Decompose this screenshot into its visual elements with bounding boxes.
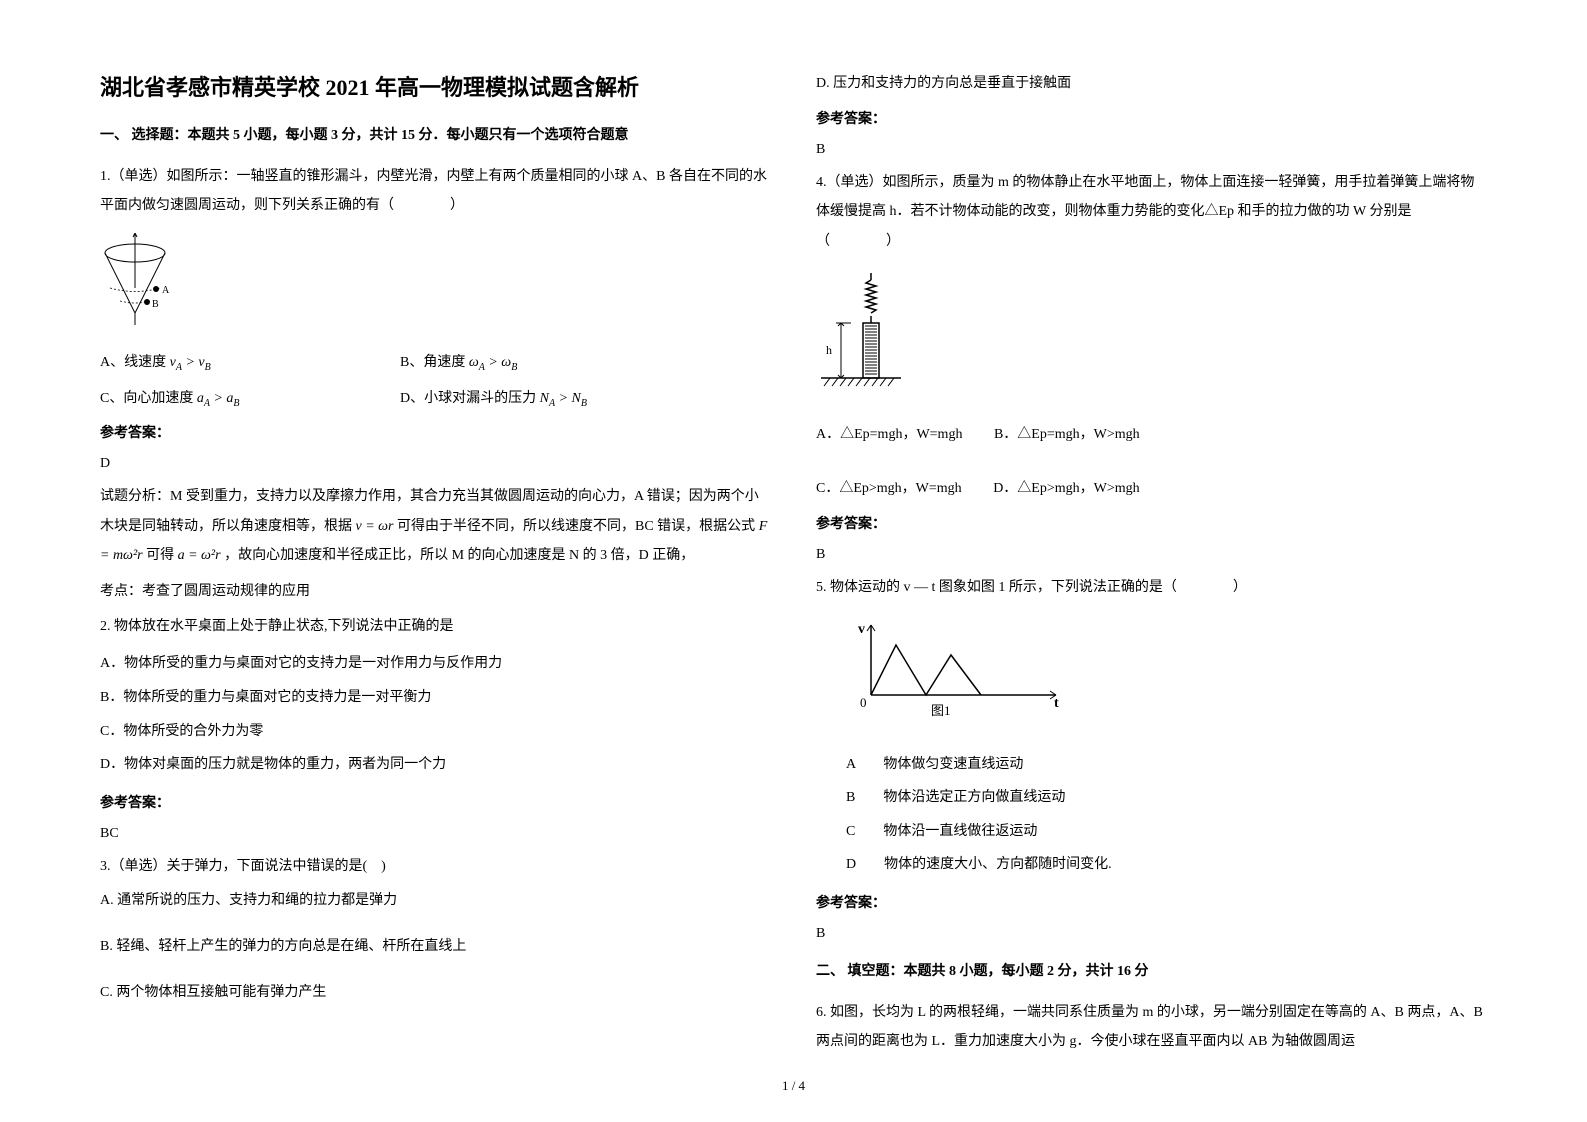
- q1-optB-pre: B、角速度: [400, 355, 465, 370]
- q3-optD: D. 压力和支持力的方向总是垂直于接触面: [816, 70, 1487, 98]
- q1-optD-subB: B: [581, 397, 587, 408]
- q4-figure-spring: h: [816, 268, 1487, 403]
- q4-optD: D．△Ep>mgh，W>mgh: [993, 481, 1139, 496]
- q2-stem: 2. 物体放在水平桌面上处于静止状态,下列说法中正确的是: [100, 612, 771, 641]
- q1-options-row2: C、向心加速度 aA > aB D、小球对漏斗的压力 NA > NB: [100, 387, 771, 409]
- q1-optC-subB: B: [233, 397, 239, 408]
- q4-answer: B: [816, 547, 1487, 563]
- q1-optC-pre: C、向心加速度: [100, 391, 193, 406]
- q1-optB-gt: >: [485, 355, 501, 370]
- q5-axis-t: t: [1054, 696, 1059, 711]
- q2-optD: D．物体对桌面的压力就是物体的重力，两者为同一个力: [100, 748, 771, 782]
- q1-an1d: ，故向心加速度和半径成正比，所以 M 的向心加速度是 N 的 3 倍，D 正确，: [224, 548, 694, 563]
- q4-optB: B．△Ep=mgh，W>mgh: [994, 427, 1140, 442]
- q1-an1f: v = ωr: [356, 519, 394, 534]
- q3-answer-label: 参考答案：: [816, 108, 1487, 128]
- q2-optA: A．物体所受的重力与桌面对它的支持力是一对作用力与反作用力: [100, 647, 771, 681]
- q1-optD-pre: D、小球对漏斗的压力: [400, 391, 536, 406]
- q5-optD: D 物体的速度大小、方向都随时间变化.: [816, 848, 1487, 882]
- q1-an1f2b: a = ω²r: [178, 548, 221, 563]
- q4-stem: 4.（单选）如图所示，质量为 m 的物体静止在水平地面上，物体上面连接一轻弹簧，…: [816, 168, 1487, 256]
- q1-optB-w: ω: [469, 355, 479, 370]
- q1-optA-subB: B: [205, 362, 211, 373]
- q5-axis-v: v: [858, 622, 865, 637]
- q3-optA: A. 通常所说的压力、支持力和绳的拉力都是弹力: [100, 887, 771, 915]
- q1-optC-gt: >: [210, 391, 226, 406]
- q5-axis-o: 0: [860, 695, 867, 710]
- q5-answer: B: [816, 926, 1487, 942]
- q4-optsAB: A．△Ep=mgh，W=mgh B．△Ep=mgh，W>mgh: [816, 421, 1487, 449]
- q5-stem: 5. 物体运动的 v — t 图象如图 1 所示，下列说法正确的是（ ）: [816, 573, 1487, 602]
- svg-text:h: h: [826, 343, 832, 357]
- q5-answer-label: 参考答案：: [816, 892, 1487, 912]
- q1-answer: D: [100, 456, 771, 472]
- q6-stem: 6. 如图，长均为 L 的两根轻绳，一端共同系住质量为 m 的小球，另一端分别固…: [816, 998, 1487, 1057]
- q1-analysis2: 考点：考查了圆周运动规律的应用: [100, 577, 771, 606]
- q1-optB-w2: ω: [501, 355, 511, 370]
- q3-answer: B: [816, 142, 1487, 158]
- q1-figure-cone: A B: [100, 233, 771, 333]
- q1-options-row1: A、线速度 vA > vB B、角速度 ωA > ωB: [100, 351, 771, 373]
- q5-optA: A 物体做匀变速直线运动: [816, 748, 1487, 782]
- q5-graph-label: 图1: [931, 703, 951, 718]
- q3-optC: C. 两个物体相互接触可能有弹力产生: [100, 979, 771, 1007]
- q1-an1c: 可得: [146, 548, 174, 563]
- q2-answer-label: 参考答案：: [100, 792, 771, 812]
- svg-text:B: B: [152, 299, 159, 310]
- q5-optB: B 物体沿选定正方向做直线运动: [816, 781, 1487, 815]
- page-number: 1 / 4: [0, 1078, 1587, 1094]
- q3-optB: B. 轻绳、轻杆上产生的弹力的方向总是在绳、杆所在直线上: [100, 933, 771, 961]
- q5-figure-graph: v 0 t 图1: [846, 615, 1487, 730]
- q1-optC-a: a: [197, 391, 204, 406]
- document-title: 湖北省孝感市精英学校 2021 年高一物理模拟试题含解析: [100, 70, 771, 102]
- q1-optB-subB: B: [511, 362, 517, 373]
- q1-analysis: 试题分析：M 受到重力，支持力以及摩擦力作用，其合力充当其做圆周运动的向心力，A…: [100, 482, 771, 570]
- q3-stem: 3.（单选）关于弹力，下面说法中错误的是( ): [100, 852, 771, 881]
- q1-optA-gt: >: [182, 355, 198, 370]
- section2-label: 二、 填空题：本题共 8 小题，每小题 2 分，共计 16 分: [816, 960, 1487, 980]
- q1-optD-N2: N: [572, 391, 581, 406]
- q1-optA-pre: A、线速度: [100, 355, 166, 370]
- q4-answer-label: 参考答案：: [816, 513, 1487, 533]
- q5-optC: C 物体沿一直线做往返运动: [816, 815, 1487, 849]
- q1-stem: 1.（单选）如图所示：一轴竖直的锥形漏斗，内壁光滑，内壁上有两个质量相同的小球 …: [100, 162, 771, 221]
- q4-optC: C．△Ep>mgh，W=mgh: [816, 481, 962, 496]
- q1-answer-label: 参考答案：: [100, 422, 771, 442]
- q2-optC: C．物体所受的合外力为零: [100, 715, 771, 749]
- svg-text:A: A: [162, 285, 170, 296]
- q1-an1b: 可得由于半径不同，所以线速度不同，BC 错误，根据公式: [397, 519, 755, 534]
- q2-answer: BC: [100, 826, 771, 842]
- q2-optB: B．物体所受的重力与桌面对它的支持力是一对平衡力: [100, 681, 771, 715]
- q1-optD-N: N: [540, 391, 549, 406]
- q1-optD-gt: >: [555, 391, 571, 406]
- q4-optA: A．△Ep=mgh，W=mgh: [816, 427, 962, 442]
- section1-label: 一、 选择题：本题共 5 小题，每小题 3 分，共计 15 分．每小题只有一个选…: [100, 124, 771, 144]
- q4-optsCD: C．△Ep>mgh，W=mgh D．△Ep>mgh，W>mgh: [816, 475, 1487, 503]
